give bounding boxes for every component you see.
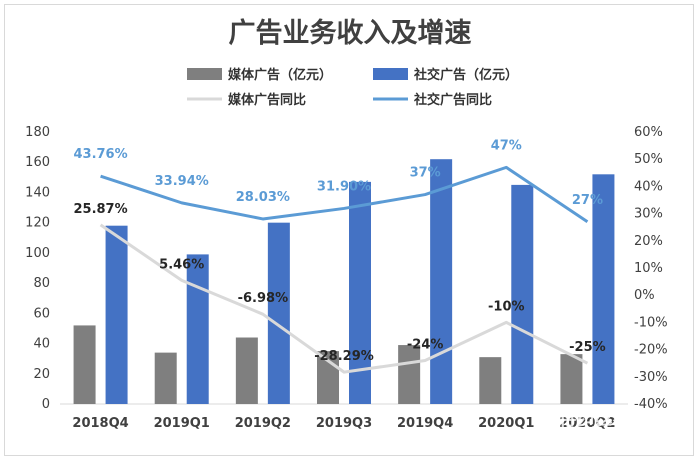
label-social-ad-yoy: 27% [572,193,603,208]
y-left-tick: 20 [33,367,50,382]
bars [73,159,615,404]
chart-title: 广告业务收入及增速 [229,17,472,49]
y-left-tick: 140 [25,185,50,200]
legend-label-media-ad-yoy: 媒体广告同比 [228,92,306,108]
bar-media-ad [73,325,96,404]
y-right-tick: 20% [634,234,663,249]
label-media-ad-yoy: -25% [569,340,606,355]
legend-swatch-social-ad [373,68,408,80]
watermark-text: 21世纪经济报道 [533,413,666,435]
bar-media-ad [235,337,258,404]
y-left-tick: 0 [42,397,50,412]
watermark: 21世纪经济报道 21ST CENTURY BUSINESS HERALD [531,413,668,443]
y-right-tick: -20% [634,343,668,358]
legend-label-social-ad-yoy: 社交广告同比 [413,92,492,108]
bar-social-ad [105,225,128,404]
axes: 0 20 40 60 80 100 120 140 160 180 -40% -30% -20% -10%… [25,125,667,431]
label-social-ad-yoy: 31.90% [317,179,371,194]
legend-swatch-media-ad [187,68,222,80]
y-left-tick: 100 [25,246,50,261]
bar-media-ad [398,345,421,404]
y-right-tick: 10% [634,261,663,276]
y-left-tick: 120 [25,216,50,231]
y-left-tick: 60 [33,306,50,321]
legend: 媒体广告（亿元） 社交广告（亿元） 媒体广告同比 社交广告同比 [187,67,518,108]
x-tick-label: 2019Q1 [154,416,210,431]
line-social-ad-yoy [100,165,589,224]
bar-social-ad [511,184,534,404]
label-media-ad-yoy: 25.87% [73,202,127,217]
label-social-ad-yoy: 37% [410,166,441,181]
y-right-tick: -30% [634,370,668,385]
label-social-ad-yoy: 28.03% [236,190,290,205]
label-social-ad-yoy: 33.94% [155,174,209,189]
y-right-tick: 40% [634,179,663,194]
line-media-ad-yoy [99,223,589,374]
x-tick-label: 2019Q4 [397,416,453,431]
label-media-ad-yoy: -10% [488,299,525,314]
x-tick-label: 2019Q3 [316,416,372,431]
bar-social-ad [430,159,453,404]
label-media-ad-yoy: -6.98% [238,291,289,306]
bar-media-ad [560,354,583,404]
y-left-tick: 180 [25,125,50,140]
y-right-tick: -10% [634,315,668,330]
x-tick-label: 2020Q2 [559,416,615,431]
y-left-tick: 160 [25,155,50,170]
x-tick-label: 2018Q4 [72,416,128,431]
label-media-ad-yoy: -28.29% [314,349,374,364]
y-right-tick: 50% [634,152,663,167]
bar-social-ad [267,222,290,404]
label-social-ad-yoy: 47% [491,138,522,153]
y-left-tick: 80 [33,276,50,291]
label-social-ad-yoy: 43.76% [73,147,127,162]
data-labels: 43.76% 33.94% 28.03% 31.90% 37% 47% 27% 25.87% 5… [73,138,605,364]
y-right-tick: 60% [634,125,663,140]
bar-social-ad [349,181,371,404]
y-right-tick: -40% [634,397,668,412]
y-left-tick: 40 [33,337,50,352]
label-media-ad-yoy: 5.46% [159,257,204,272]
bar-social-ad [186,254,209,404]
label-media-ad-yoy: -24% [407,337,444,352]
bar-media-ad [479,357,502,404]
lines [99,165,589,374]
bar-media-ad [154,352,177,404]
y-right-tick: 0% [634,288,655,303]
chart-frame [4,4,694,456]
watermark-subtext: 21ST CENTURY BUSINESS HERALD [531,434,668,443]
x-tick-label: 2020Q1 [478,416,534,431]
y-right-tick: 30% [634,207,663,222]
legend-label-social-ad: 社交广告（亿元） [413,67,518,83]
bar-social-ad [592,174,615,404]
x-tick-label: 2019Q2 [235,416,291,431]
legend-label-media-ad: 媒体广告（亿元） [228,67,332,83]
